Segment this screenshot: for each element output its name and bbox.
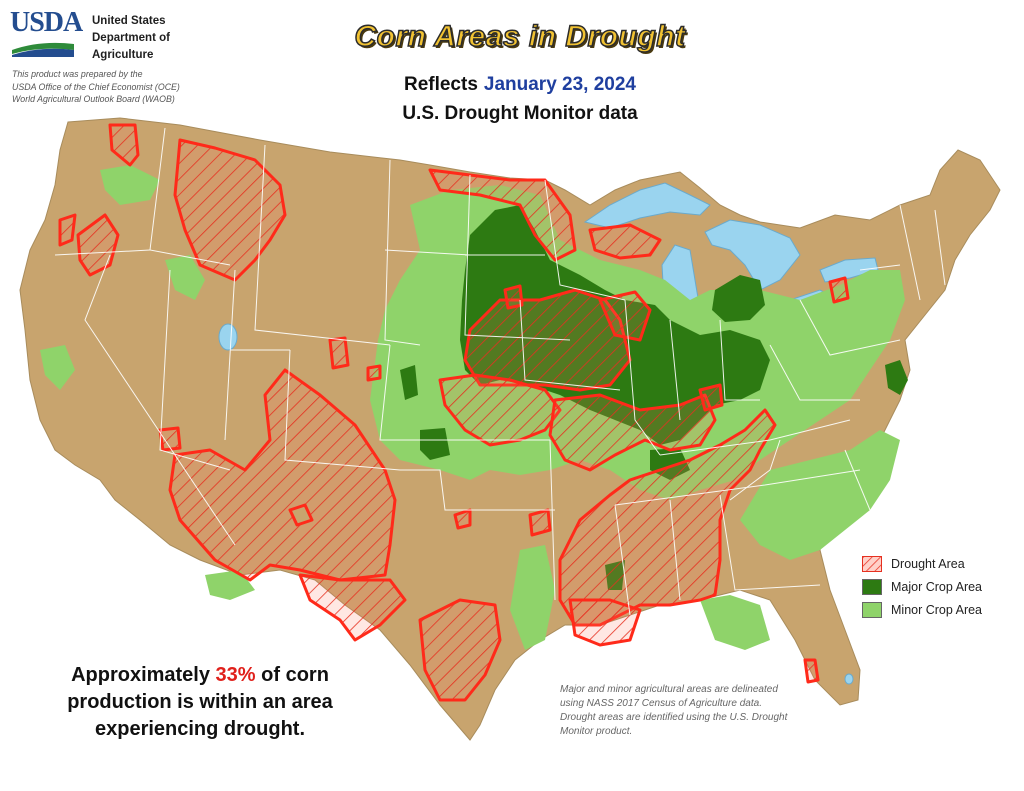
reflects-line: Reflects January 23, 2024 xyxy=(300,74,740,96)
stat-suffix: of corn production is within an area exp… xyxy=(67,664,333,740)
legend-label-minor: Minor Crop Area xyxy=(891,602,983,617)
prepared-by-note: This product was prepared by the USDA Of… xyxy=(12,69,180,104)
legend-label-major: Major Crop Area xyxy=(891,579,983,594)
state-borders xyxy=(54,127,946,616)
drought-swatch-icon xyxy=(862,555,882,572)
legend-item-major: Major Crop Area xyxy=(862,575,1012,598)
usda-logo-hills-icon xyxy=(12,42,74,57)
map-title: Corn Areas in Drought xyxy=(354,19,686,54)
minor-crop-swatch-icon xyxy=(862,601,882,618)
reflects-label: Reflects xyxy=(403,74,478,95)
legend: Drought Area Major Crop Area Minor Crop … xyxy=(862,552,1012,621)
usda-logo: USDA xyxy=(10,7,83,60)
legend-item-drought: Drought Area xyxy=(862,552,1012,575)
stat-prefix: Approximately xyxy=(71,664,216,686)
usda-logo-text: USDA xyxy=(10,7,83,38)
map-date: January 23, 2024 xyxy=(483,74,637,95)
legend-label-drought: Drought Area xyxy=(891,556,965,571)
agency-name: United States Department of Agriculture xyxy=(92,15,170,61)
drought-areas xyxy=(58,123,850,702)
stat-percent: 33% xyxy=(215,664,256,686)
methodology-note: Major and minor agricultural areas are d… xyxy=(560,684,788,737)
major-crop-swatch-icon xyxy=(862,578,882,595)
drought-statistic: Approximately 33% of corn production is … xyxy=(40,662,360,743)
legend-item-minor: Minor Crop Area xyxy=(862,598,1012,621)
map-subtitle: U.S. Drought Monitor data xyxy=(402,103,638,124)
